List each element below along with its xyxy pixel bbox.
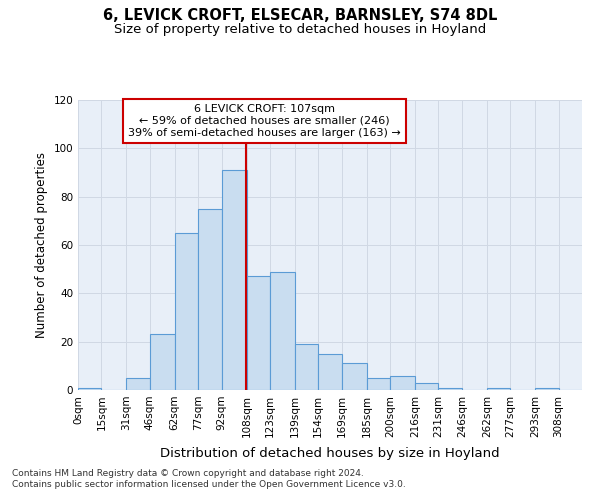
Bar <box>439 388 462 390</box>
Bar <box>247 276 270 390</box>
Text: 6 LEVICK CROFT: 107sqm
← 59% of detached houses are smaller (246)
39% of semi-de: 6 LEVICK CROFT: 107sqm ← 59% of detached… <box>128 104 401 138</box>
Bar <box>198 209 221 390</box>
Text: Distribution of detached houses by size in Hoyland: Distribution of detached houses by size … <box>160 448 500 460</box>
Text: Contains HM Land Registry data © Crown copyright and database right 2024.: Contains HM Land Registry data © Crown c… <box>12 468 364 477</box>
Bar <box>127 378 150 390</box>
Bar <box>150 334 175 390</box>
Bar <box>295 344 318 390</box>
Bar <box>318 354 342 390</box>
Y-axis label: Number of detached properties: Number of detached properties <box>35 152 48 338</box>
Bar <box>535 388 559 390</box>
Bar <box>221 170 247 390</box>
Bar <box>487 388 510 390</box>
Text: 6, LEVICK CROFT, ELSECAR, BARNSLEY, S74 8DL: 6, LEVICK CROFT, ELSECAR, BARNSLEY, S74 … <box>103 8 497 22</box>
Bar <box>342 364 367 390</box>
Bar <box>367 378 390 390</box>
Bar <box>270 272 295 390</box>
Text: Contains public sector information licensed under the Open Government Licence v3: Contains public sector information licen… <box>12 480 406 489</box>
Text: Size of property relative to detached houses in Hoyland: Size of property relative to detached ho… <box>114 22 486 36</box>
Bar <box>78 388 101 390</box>
Bar <box>175 233 198 390</box>
Bar <box>415 383 439 390</box>
Bar <box>390 376 415 390</box>
